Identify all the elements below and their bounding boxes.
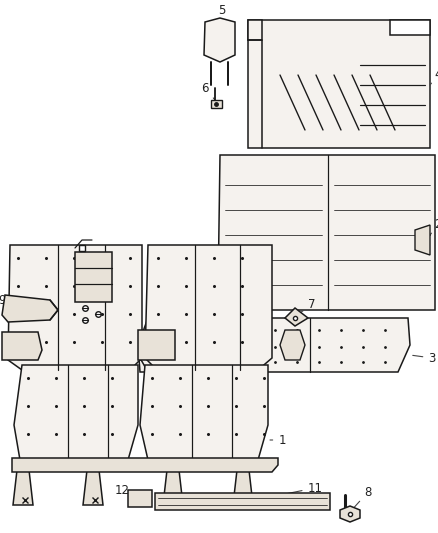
Text: 6: 6 — [201, 82, 215, 100]
Polygon shape — [340, 506, 360, 522]
Polygon shape — [12, 458, 278, 472]
Polygon shape — [390, 20, 430, 35]
Polygon shape — [8, 245, 142, 370]
Text: 3: 3 — [413, 351, 436, 365]
Text: 2: 2 — [430, 219, 438, 235]
Polygon shape — [75, 252, 112, 302]
Polygon shape — [2, 295, 58, 322]
Text: 9: 9 — [0, 294, 6, 310]
Polygon shape — [13, 470, 33, 505]
Text: 1: 1 — [270, 433, 286, 447]
Polygon shape — [2, 332, 42, 360]
Text: 7: 7 — [297, 298, 316, 314]
Text: 4: 4 — [430, 69, 438, 85]
Polygon shape — [138, 330, 175, 360]
Text: 5: 5 — [218, 4, 226, 22]
Polygon shape — [155, 493, 330, 510]
Polygon shape — [285, 308, 308, 326]
Polygon shape — [218, 155, 435, 310]
Polygon shape — [280, 330, 305, 360]
Polygon shape — [233, 470, 253, 505]
Polygon shape — [163, 470, 183, 505]
Polygon shape — [138, 318, 410, 372]
Polygon shape — [140, 365, 268, 460]
Polygon shape — [145, 245, 272, 370]
Polygon shape — [211, 100, 222, 108]
Polygon shape — [415, 225, 430, 255]
Polygon shape — [83, 470, 103, 505]
Polygon shape — [248, 20, 430, 148]
Polygon shape — [14, 365, 138, 460]
Text: 8: 8 — [352, 486, 372, 510]
Text: 11: 11 — [248, 481, 322, 502]
Polygon shape — [248, 20, 262, 40]
Text: 10: 10 — [112, 244, 130, 262]
Polygon shape — [128, 490, 152, 507]
Text: 12: 12 — [114, 483, 138, 497]
Polygon shape — [204, 18, 235, 62]
